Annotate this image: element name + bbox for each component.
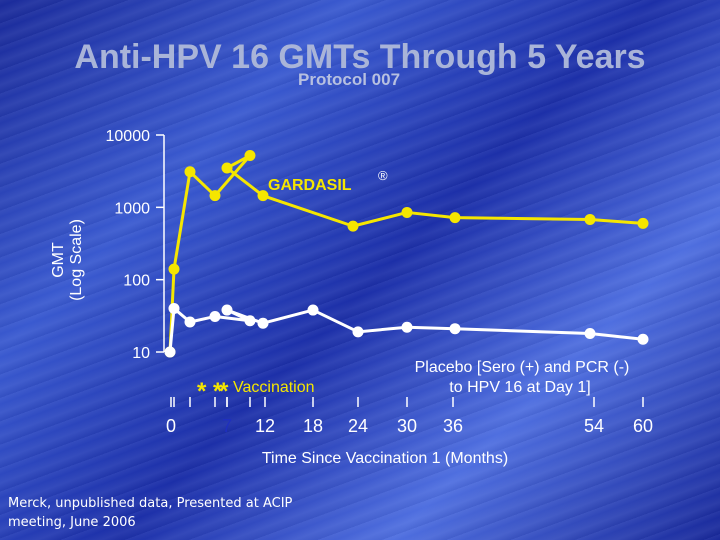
y-tick-label: 10000 xyxy=(106,128,151,145)
y-tick-label: 10 xyxy=(132,345,150,362)
vaccination-label: Vaccination xyxy=(233,379,315,396)
x-tick-label: 18 xyxy=(303,416,323,436)
vaccination-asterisk-2: * xyxy=(219,378,229,405)
x-tick-label: 24 xyxy=(348,416,368,436)
gardasil-data-point xyxy=(584,213,596,225)
x-tick-label: 7 xyxy=(222,416,232,436)
source-line1: Merck, unpublished data, Presented at AC… xyxy=(8,496,293,511)
x-tick-label: 0 xyxy=(166,416,176,436)
placebo-data-point xyxy=(168,302,180,314)
gardasil-data-point xyxy=(637,217,649,229)
placebo-data-point xyxy=(584,328,596,340)
vaccination-asterisks-1: * * xyxy=(197,378,223,405)
gardasil-data-point xyxy=(184,166,196,178)
placebo-data-point xyxy=(257,317,269,329)
gardasil-data-point xyxy=(209,190,221,202)
placebo-data-point xyxy=(307,304,319,316)
placebo-data-point xyxy=(352,326,364,338)
source-line2: meeting, June 2006 xyxy=(8,515,136,530)
gardasil-data-point xyxy=(449,212,461,224)
x-tick-label: 30 xyxy=(397,416,417,436)
placebo-data-point xyxy=(221,304,233,316)
placebo-label-line2: to HPV 16 at Day 1] xyxy=(449,379,590,396)
gardasil-data-point xyxy=(257,190,269,202)
gardasil-data-point xyxy=(401,206,413,218)
placebo-data-point xyxy=(637,333,649,345)
gardasil-series-label: GARDASIL xyxy=(268,177,352,194)
x-tick-label: 12 xyxy=(255,416,275,436)
slide-title: Anti-HPV 16 GMTs Through 5 Years xyxy=(74,38,646,76)
x-tick-label: 36 xyxy=(443,416,463,436)
source-note: Merck, unpublished data, Presented at AC… xyxy=(8,494,292,532)
gardasil-data-point xyxy=(347,220,359,232)
gardasil-series-line xyxy=(168,154,644,353)
x-tick-label: 60 xyxy=(633,416,653,436)
placebo-data-point xyxy=(164,346,176,358)
gardasil-data-point xyxy=(168,263,180,275)
slide-subtitle: Protocol 007 xyxy=(298,70,401,89)
placebo-data-point xyxy=(401,321,413,333)
x-tick-label: 54 xyxy=(584,416,604,436)
y-tick-label: 100 xyxy=(123,273,150,290)
x-axis-title: Time Since Vaccination 1 (Months) xyxy=(262,450,508,467)
placebo-data-point xyxy=(244,315,256,327)
placebo-data-point xyxy=(449,323,461,335)
y-tick-label: 1000 xyxy=(114,200,150,217)
placebo-data-point xyxy=(209,310,221,322)
placebo-data-point xyxy=(184,316,196,328)
placebo-label-line1: Placebo [Sero (+) and PCR (-) xyxy=(415,359,630,376)
registered-mark: ® xyxy=(378,168,388,183)
gardasil-data-point xyxy=(244,150,256,162)
gardasil-data-point xyxy=(221,162,233,174)
